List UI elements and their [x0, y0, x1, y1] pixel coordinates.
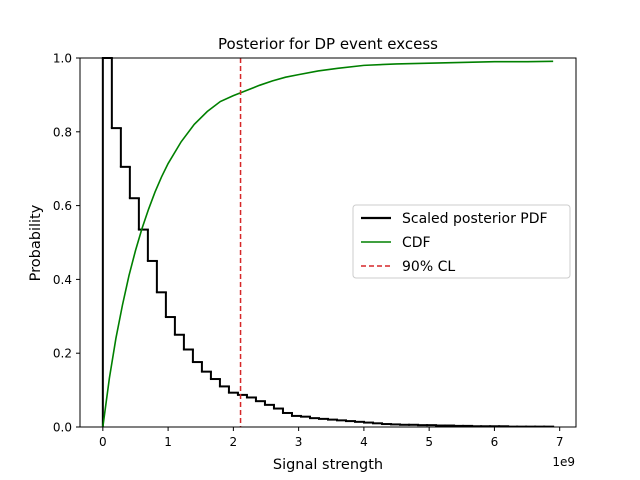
x-tick-label: 6	[491, 435, 499, 449]
legend-label: CDF	[402, 235, 431, 251]
y-tick-label: 0.6	[53, 199, 72, 213]
legend-label: 90% CL	[402, 259, 455, 275]
x-axis-offset-label: 1e9	[552, 455, 575, 469]
x-tick-label: 5	[425, 435, 433, 449]
plot-area	[101, 57, 555, 427]
y-tick-label: 0.0	[53, 421, 72, 435]
x-axis-label: Signal strength	[273, 457, 383, 473]
cdf-line	[102, 60, 554, 427]
y-tick-label: 1.0	[53, 52, 72, 66]
axes-frame	[79, 57, 577, 428]
y-axis-label: Probability	[28, 204, 44, 281]
y-tick-label: 0.4	[53, 273, 72, 287]
legend-box	[352, 204, 571, 279]
x-tick-label: 1	[164, 435, 172, 449]
legend-label: Scaled posterior PDF	[402, 211, 548, 227]
axes: 0 1 2 3 4 5 6 7 0.0 0.2 0.4 0.6 0.8 1.0	[53, 52, 577, 449]
x-tick-label: 3	[295, 435, 303, 449]
x-tick-label: 7	[556, 435, 564, 449]
legend: Scaled posterior PDF CDF 90% CL	[352, 204, 571, 279]
y-tick-label: 0.8	[53, 125, 72, 139]
x-tick-label: 2	[230, 435, 238, 449]
x-tick-label: 4	[360, 435, 368, 449]
x-tick-label: 0	[99, 435, 107, 449]
chart-title: Posterior for DP event excess	[218, 35, 438, 53]
y-tick-label: 0.2	[53, 347, 72, 361]
